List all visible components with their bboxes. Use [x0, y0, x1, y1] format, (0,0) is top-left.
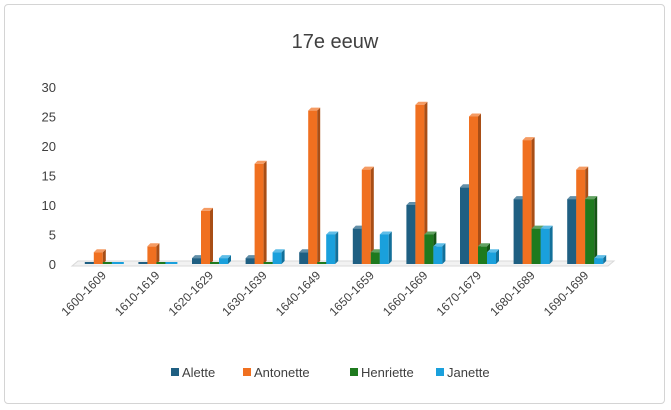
bar — [326, 231, 339, 264]
x-tick-label: 1630-1639 — [219, 268, 270, 319]
y-tick-label: 20 — [42, 139, 56, 154]
x-tick-label: 1610-1619 — [112, 268, 163, 319]
bar — [415, 101, 428, 264]
y-tick-label: 10 — [42, 198, 56, 213]
legend-swatch — [436, 368, 444, 376]
y-tick-label: 0 — [49, 257, 56, 272]
bar — [487, 249, 499, 264]
bar — [93, 249, 106, 264]
x-axis: 1600-1609 1610-1619 1620-1629 1630-1639 1640… — [58, 268, 591, 319]
chart-title: 17e eeuw — [292, 31, 379, 53]
bar — [433, 243, 446, 264]
x-tick-label: 1670-1679 — [434, 268, 485, 319]
bar — [111, 262, 124, 264]
y-tick-label: 25 — [42, 110, 56, 125]
bar — [361, 166, 374, 264]
bar — [317, 262, 330, 264]
y-tick-label: 5 — [49, 228, 56, 243]
legend-item: Henriette — [350, 365, 414, 380]
legend-label: Janette — [447, 365, 490, 380]
bar — [201, 207, 213, 264]
x-tick-label: 1690-1699 — [541, 268, 592, 319]
bar — [254, 160, 267, 264]
bar — [147, 243, 160, 264]
legend-swatch — [350, 368, 358, 376]
legend-label: Alette — [182, 365, 215, 380]
bar — [84, 262, 97, 264]
legend-item: Alette — [171, 365, 215, 380]
bar — [594, 255, 607, 264]
bar — [469, 113, 481, 264]
y-tick-label: 30 — [42, 80, 56, 95]
bar — [102, 262, 115, 264]
bar — [540, 225, 553, 264]
bar — [156, 262, 169, 264]
x-tick-label: 1620-1629 — [166, 268, 217, 319]
bar — [308, 107, 321, 264]
x-tick-label: 1650-1659 — [326, 268, 377, 319]
legend-swatch — [243, 368, 251, 376]
bar — [138, 262, 151, 264]
bar — [219, 255, 231, 264]
legend: Alette Antonette Henriette Janette — [171, 365, 490, 380]
legend-label: Antonette — [254, 365, 310, 380]
bar — [165, 262, 178, 264]
bar — [272, 249, 285, 264]
x-tick-label: 1640-1649 — [273, 268, 324, 319]
bar — [263, 262, 276, 264]
bars — [84, 101, 607, 264]
bar — [210, 262, 222, 264]
bar — [379, 231, 392, 264]
x-tick-label: 1680-1689 — [487, 268, 538, 319]
legend-label: Henriette — [361, 365, 414, 380]
y-tick-label: 15 — [42, 169, 56, 184]
x-tick-label: 1600-1609 — [58, 268, 109, 319]
legend-item: Janette — [436, 365, 490, 380]
legend-swatch — [171, 368, 179, 376]
chart-frame — [4, 4, 665, 404]
x-tick-label: 1660-1669 — [380, 268, 431, 319]
legend-item: Antonette — [243, 365, 310, 380]
bar — [585, 196, 598, 264]
